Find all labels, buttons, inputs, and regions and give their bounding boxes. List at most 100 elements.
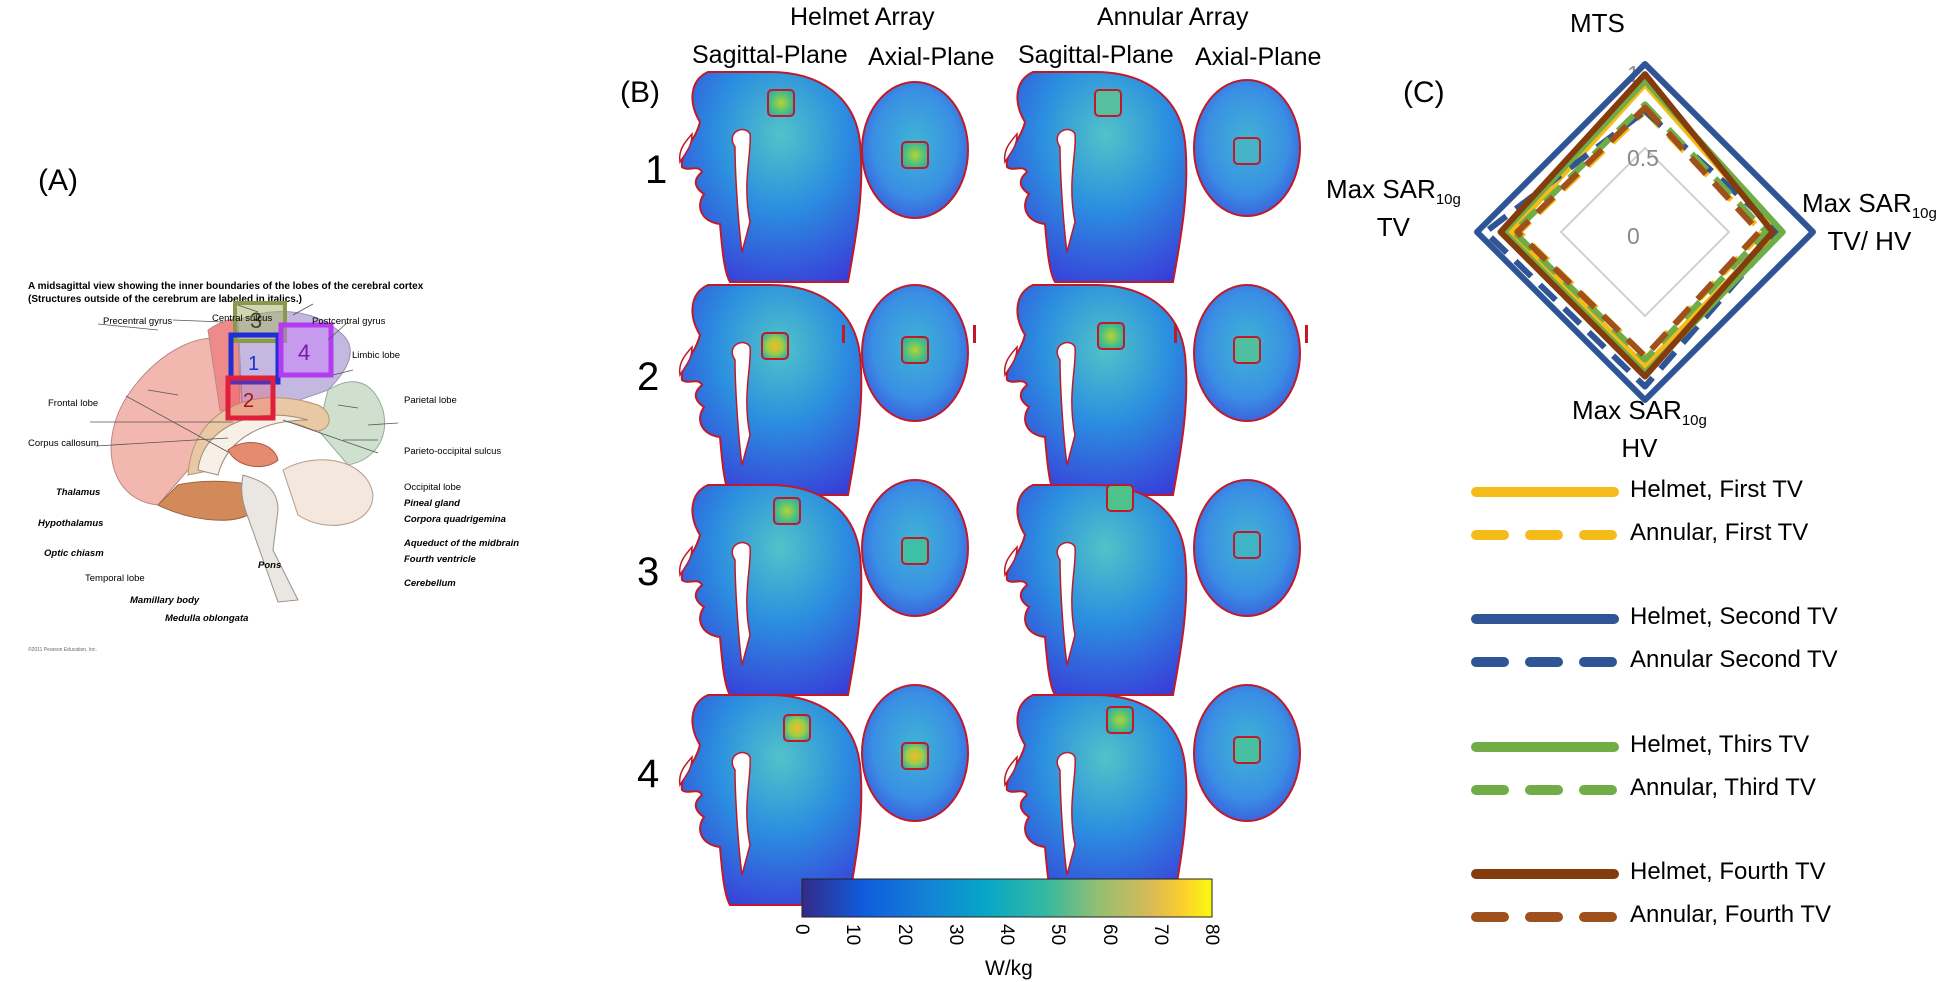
label-thalamus: Thalamus: [56, 487, 101, 498]
colorbar-tick-label: 10: [842, 924, 864, 946]
col-header-axial-helmet: Axial-Plane: [868, 43, 995, 71]
row-1-annular-axial: [1193, 79, 1301, 217]
row-2-helmet-sagittal: [678, 284, 863, 496]
radar-series: [1474, 61, 1816, 403]
row-label-2: 2: [637, 355, 660, 399]
radar-series: [1497, 71, 1776, 380]
legend-label: Helmet, First TV: [1630, 476, 1803, 503]
group-header-helmet: Helmet Array: [790, 3, 935, 31]
brain-illustration: 3 1 4 2: [90, 301, 399, 603]
row-2-annular-axial: [1174, 284, 1308, 422]
radar-ring-label: 0.5: [1627, 145, 1659, 171]
row-2-annular-sagittal: [1003, 284, 1188, 496]
panel-a-label: (A): [38, 164, 78, 197]
target-label-2: 2: [243, 390, 254, 412]
radar-axis-top: MTS: [1570, 8, 1625, 38]
radar-grid-ring: [1559, 146, 1731, 318]
target-label-4: 4: [298, 340, 310, 365]
colorbar-tick-label: 30: [944, 924, 966, 946]
legend-swatch: [1471, 785, 1619, 795]
legend-label: Helmet, Thirs TV: [1630, 731, 1810, 758]
radar-axis-right-main: Max SAR: [1802, 188, 1912, 218]
legend-label: Annular, Third TV: [1630, 774, 1816, 801]
target-box-4: [278, 322, 334, 378]
legend-swatch: [1471, 530, 1619, 540]
row-3-annular-axial: [1193, 479, 1301, 617]
colorbar-tick-label: 20: [893, 924, 915, 946]
radar-series: [1507, 81, 1780, 370]
radar-axis-bottom-second: HV: [1621, 433, 1658, 464]
legend-label: Annular, Fourth TV: [1630, 901, 1831, 928]
label-occipital-lobe: Occipital lobe: [404, 482, 462, 493]
radar-axis-left-second: TV: [1376, 212, 1411, 243]
radar-axis-right-sub: 10g: [1911, 205, 1937, 223]
colorbar-tick-label: 60: [1098, 924, 1120, 946]
label-mamillary-body: Mamillary body: [130, 595, 200, 606]
legend-label: Helmet, Second TV: [1630, 603, 1838, 630]
colorbar-tick-label: 70: [1149, 924, 1171, 946]
target-label-3: 3: [250, 308, 262, 333]
colorbar-unit: W/kg: [985, 957, 1033, 980]
radar-axis-bottom: Max SAR10g HV: [1572, 393, 1707, 467]
row-3-helmet-sagittal: [678, 484, 863, 696]
col-header-sagittal-annular: Sagittal-Plane: [1018, 41, 1174, 69]
row-4-helmet-sagittal: [678, 694, 863, 906]
colorbar-tick-label: 50: [1047, 924, 1069, 946]
legend-label: Annular, First TV: [1630, 519, 1809, 546]
label-frontal-lobe: Frontal lobe: [48, 398, 99, 409]
row-1-helmet-axial: [861, 81, 969, 219]
brainstem: [241, 474, 299, 603]
label-parietal-lobe: Parietal lobe: [404, 395, 457, 406]
label-corpus-callosum: Corpus callosum: [28, 438, 99, 449]
label-postcentral-gyrus: Postcentral gyrus: [312, 316, 386, 327]
label-medulla-oblongata: Medulla oblongata: [165, 613, 249, 624]
target-box-2: [225, 375, 276, 421]
legend-swatch: [1471, 487, 1619, 497]
copyright-text: ©2011 Pearson Education, Inc.: [28, 647, 97, 653]
row-4-annular-axial: [1193, 684, 1301, 822]
panel-b-label: (B): [620, 76, 660, 109]
radar-axis-left-sub: 10g: [1435, 191, 1461, 209]
legend-swatch: [1471, 614, 1619, 624]
target-label-1: 1: [248, 353, 259, 375]
radar-series: [1482, 108, 1783, 390]
group-header-annular: Annular Array: [1097, 3, 1249, 31]
row-1-helmet-sagittal: [678, 71, 863, 283]
row-1-annular-sagittal: [1003, 71, 1188, 283]
cerebellum-shape: [282, 459, 374, 526]
radar-axis-left-main: Max SAR: [1326, 174, 1436, 204]
panel-c-label: (C): [1403, 76, 1445, 109]
colorbar-tick-label: 80: [1201, 924, 1222, 946]
radar-axis-right: Max SAR10g TV/ HV: [1802, 186, 1937, 260]
label-parieto-occipital-sulcus: Parieto-occipital sulcus: [404, 446, 502, 457]
row-3-helmet-axial: [861, 479, 969, 617]
row-4-helmet-axial: [861, 684, 969, 822]
colorbar: [801, 878, 1213, 918]
label-pons: Pons: [258, 560, 282, 571]
radar-ring-label: 0: [1627, 223, 1640, 249]
thalamus-shape: [227, 442, 279, 468]
legend-swatch: [1471, 657, 1619, 667]
label-pineal-gland: Pineal gland: [404, 498, 460, 509]
radar-series: [1514, 104, 1763, 360]
label-corpora-quadrigemina: Corpora quadrigemina: [404, 514, 506, 525]
radar-chart: 10.50: [1474, 61, 1816, 403]
label-hypothalamus: Hypothalamus: [38, 518, 104, 529]
sar-maps-grid: [678, 71, 1308, 906]
row-4-annular-sagittal: [1003, 694, 1188, 906]
label-limbic-lobe: Limbic lobe: [352, 350, 401, 361]
label-fourth-ventricle: Fourth ventricle: [404, 554, 476, 565]
row-label-3: 3: [637, 550, 660, 594]
legend-label: Annular Second TV: [1630, 646, 1838, 673]
radar-axis-right-second: TV/ HV: [1827, 226, 1912, 257]
label-optic-chiasm: Optic chiasm: [44, 548, 104, 559]
brain-figure-title: A midsagittal view showing the inner bou…: [28, 281, 424, 292]
colorbar-tick-label: 40: [996, 924, 1017, 946]
row-label-4: 4: [637, 752, 660, 796]
label-aqueduct: Aqueduct of the midbrain: [404, 538, 520, 549]
radar-axis-bottom-main: Max SAR: [1572, 395, 1682, 425]
radar-axis-bottom-sub: 10g: [1681, 412, 1707, 430]
legend-swatch: [1471, 742, 1619, 752]
col-header-axial-annular: Axial-Plane: [1195, 43, 1322, 71]
row-2-helmet-axial: [842, 284, 976, 422]
